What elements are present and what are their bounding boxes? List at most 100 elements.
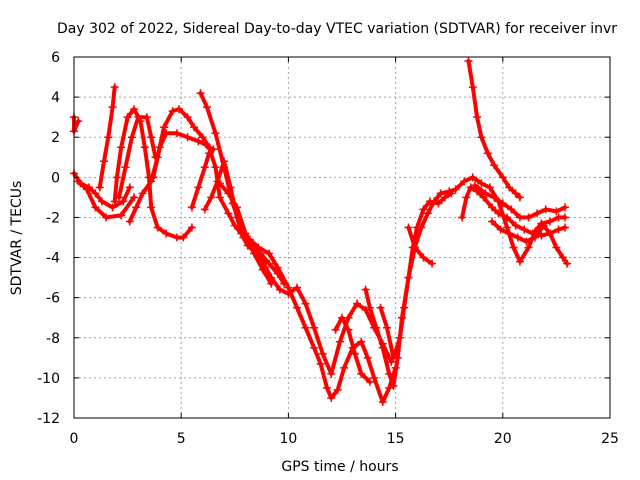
series-arc-4 <box>95 83 119 192</box>
data-point <box>140 143 149 152</box>
data-point <box>361 285 370 294</box>
series-trace <box>406 225 434 266</box>
data-point <box>200 163 209 172</box>
data-point <box>376 303 385 312</box>
data-point <box>102 213 111 222</box>
y-tick-label: -8 <box>46 331 60 347</box>
data-point <box>503 213 512 222</box>
data-point <box>460 177 469 186</box>
data-point <box>400 303 409 312</box>
data-point <box>488 203 497 212</box>
series-trace <box>378 191 454 360</box>
data-point <box>539 221 548 230</box>
data-point <box>560 213 569 222</box>
data-point <box>370 373 379 382</box>
data-point <box>363 353 372 362</box>
data-point <box>498 173 507 182</box>
series-trace <box>198 91 398 404</box>
data-point <box>108 103 117 112</box>
data-point <box>265 259 274 268</box>
series-arc-18 <box>464 57 524 202</box>
x-tick-label: 0 <box>70 431 79 447</box>
series-arc-9 <box>187 145 218 212</box>
data-point <box>344 325 353 334</box>
series-arc-15 <box>376 189 456 362</box>
data-point <box>511 221 520 230</box>
data-point <box>153 223 162 232</box>
data-point <box>357 337 366 346</box>
data-point <box>385 369 394 378</box>
data-point <box>515 193 524 202</box>
data-point <box>112 173 121 182</box>
data-point <box>117 211 126 220</box>
data-point <box>142 113 151 122</box>
series-arc-8 <box>149 129 211 182</box>
series-trace <box>333 315 372 384</box>
data-point <box>466 183 475 192</box>
data-point <box>458 213 467 222</box>
data-point <box>496 225 505 234</box>
data-point <box>190 123 199 132</box>
data-point <box>552 207 561 216</box>
series-arc-12 <box>215 179 276 288</box>
data-point <box>224 209 233 218</box>
data-point <box>434 199 443 208</box>
data-point <box>494 209 503 218</box>
data-point <box>215 179 224 188</box>
x-tick-label: 25 <box>601 431 619 447</box>
data-point <box>292 283 301 292</box>
data-point <box>168 107 177 116</box>
data-point <box>503 223 512 232</box>
series-trace <box>76 179 136 220</box>
data-point <box>428 259 437 268</box>
data-point <box>468 173 477 182</box>
data-point <box>196 89 205 98</box>
data-point <box>250 249 259 258</box>
y-tick-label: -6 <box>46 291 60 307</box>
chart-title: Day 302 of 2022, Sidereal Day-to-day VTE… <box>57 21 617 37</box>
data-point <box>108 203 117 212</box>
series-trace <box>466 59 522 200</box>
data-point <box>513 233 522 242</box>
data-point <box>490 193 499 202</box>
data-point <box>389 381 398 390</box>
y-tick-label: -2 <box>46 210 60 226</box>
data-point <box>488 217 497 226</box>
data-point <box>520 225 529 234</box>
data-point <box>275 285 284 294</box>
data-point <box>100 157 109 166</box>
data-point <box>119 197 128 206</box>
data-point <box>91 203 100 212</box>
data-point <box>541 205 550 214</box>
data-point <box>505 229 514 238</box>
y-tick-label: 6 <box>51 50 60 66</box>
y-tick-label: -10 <box>37 371 60 387</box>
data-point <box>134 113 143 122</box>
data-point <box>515 257 524 266</box>
x-tick-label: 5 <box>177 431 186 447</box>
data-point <box>147 177 156 186</box>
data-point <box>97 197 106 206</box>
data-point <box>530 233 539 242</box>
data-point <box>95 183 104 192</box>
data-point <box>483 149 492 158</box>
data-point <box>361 305 370 314</box>
data-point <box>211 129 220 138</box>
data-point <box>183 113 192 122</box>
data-point <box>280 279 289 288</box>
x-tick-label: 15 <box>387 431 405 447</box>
data-point <box>179 233 188 242</box>
data-point <box>464 57 473 66</box>
data-point <box>187 223 196 232</box>
data-point <box>200 205 209 214</box>
data-point <box>175 105 184 114</box>
y-tick-label: 0 <box>51 170 60 186</box>
data-point <box>224 189 233 198</box>
data-point <box>117 143 126 152</box>
data-point <box>215 193 224 202</box>
data-point <box>479 193 488 202</box>
data-point <box>211 163 220 172</box>
data-point <box>522 237 531 246</box>
data-point <box>485 183 494 192</box>
